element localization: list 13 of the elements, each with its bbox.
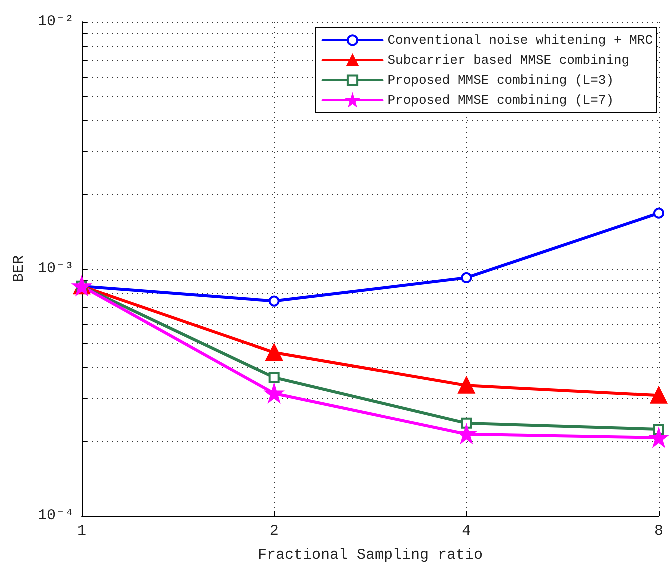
y-tick-label: 10⁻³ bbox=[38, 260, 74, 278]
y-tick-label: 10⁻² bbox=[38, 14, 74, 30]
legend-label: Subcarrier based MMSE combining bbox=[388, 53, 630, 68]
x-tick-label: 4 bbox=[462, 523, 472, 540]
y-tick-label: 10⁻⁴ bbox=[38, 508, 74, 524]
x-axis-title: Fractional Sampling ratio bbox=[258, 547, 484, 564]
legend-label: Proposed MMSE combining (L=7) bbox=[388, 93, 614, 108]
y-axis-title: BER bbox=[11, 255, 28, 283]
x-tick-label: 2 bbox=[270, 523, 279, 540]
x-tick-label: 8 bbox=[654, 523, 664, 540]
legend-label: Proposed MMSE combining (L=3) bbox=[388, 73, 614, 88]
x-tick-label: 1 bbox=[77, 523, 87, 540]
legend-label: Conventional noise whitening + MRC bbox=[388, 33, 654, 48]
